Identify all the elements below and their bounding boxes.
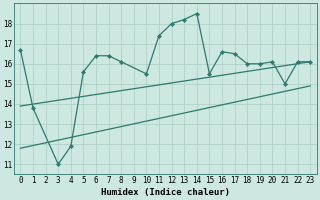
X-axis label: Humidex (Indice chaleur): Humidex (Indice chaleur) (101, 188, 230, 197)
